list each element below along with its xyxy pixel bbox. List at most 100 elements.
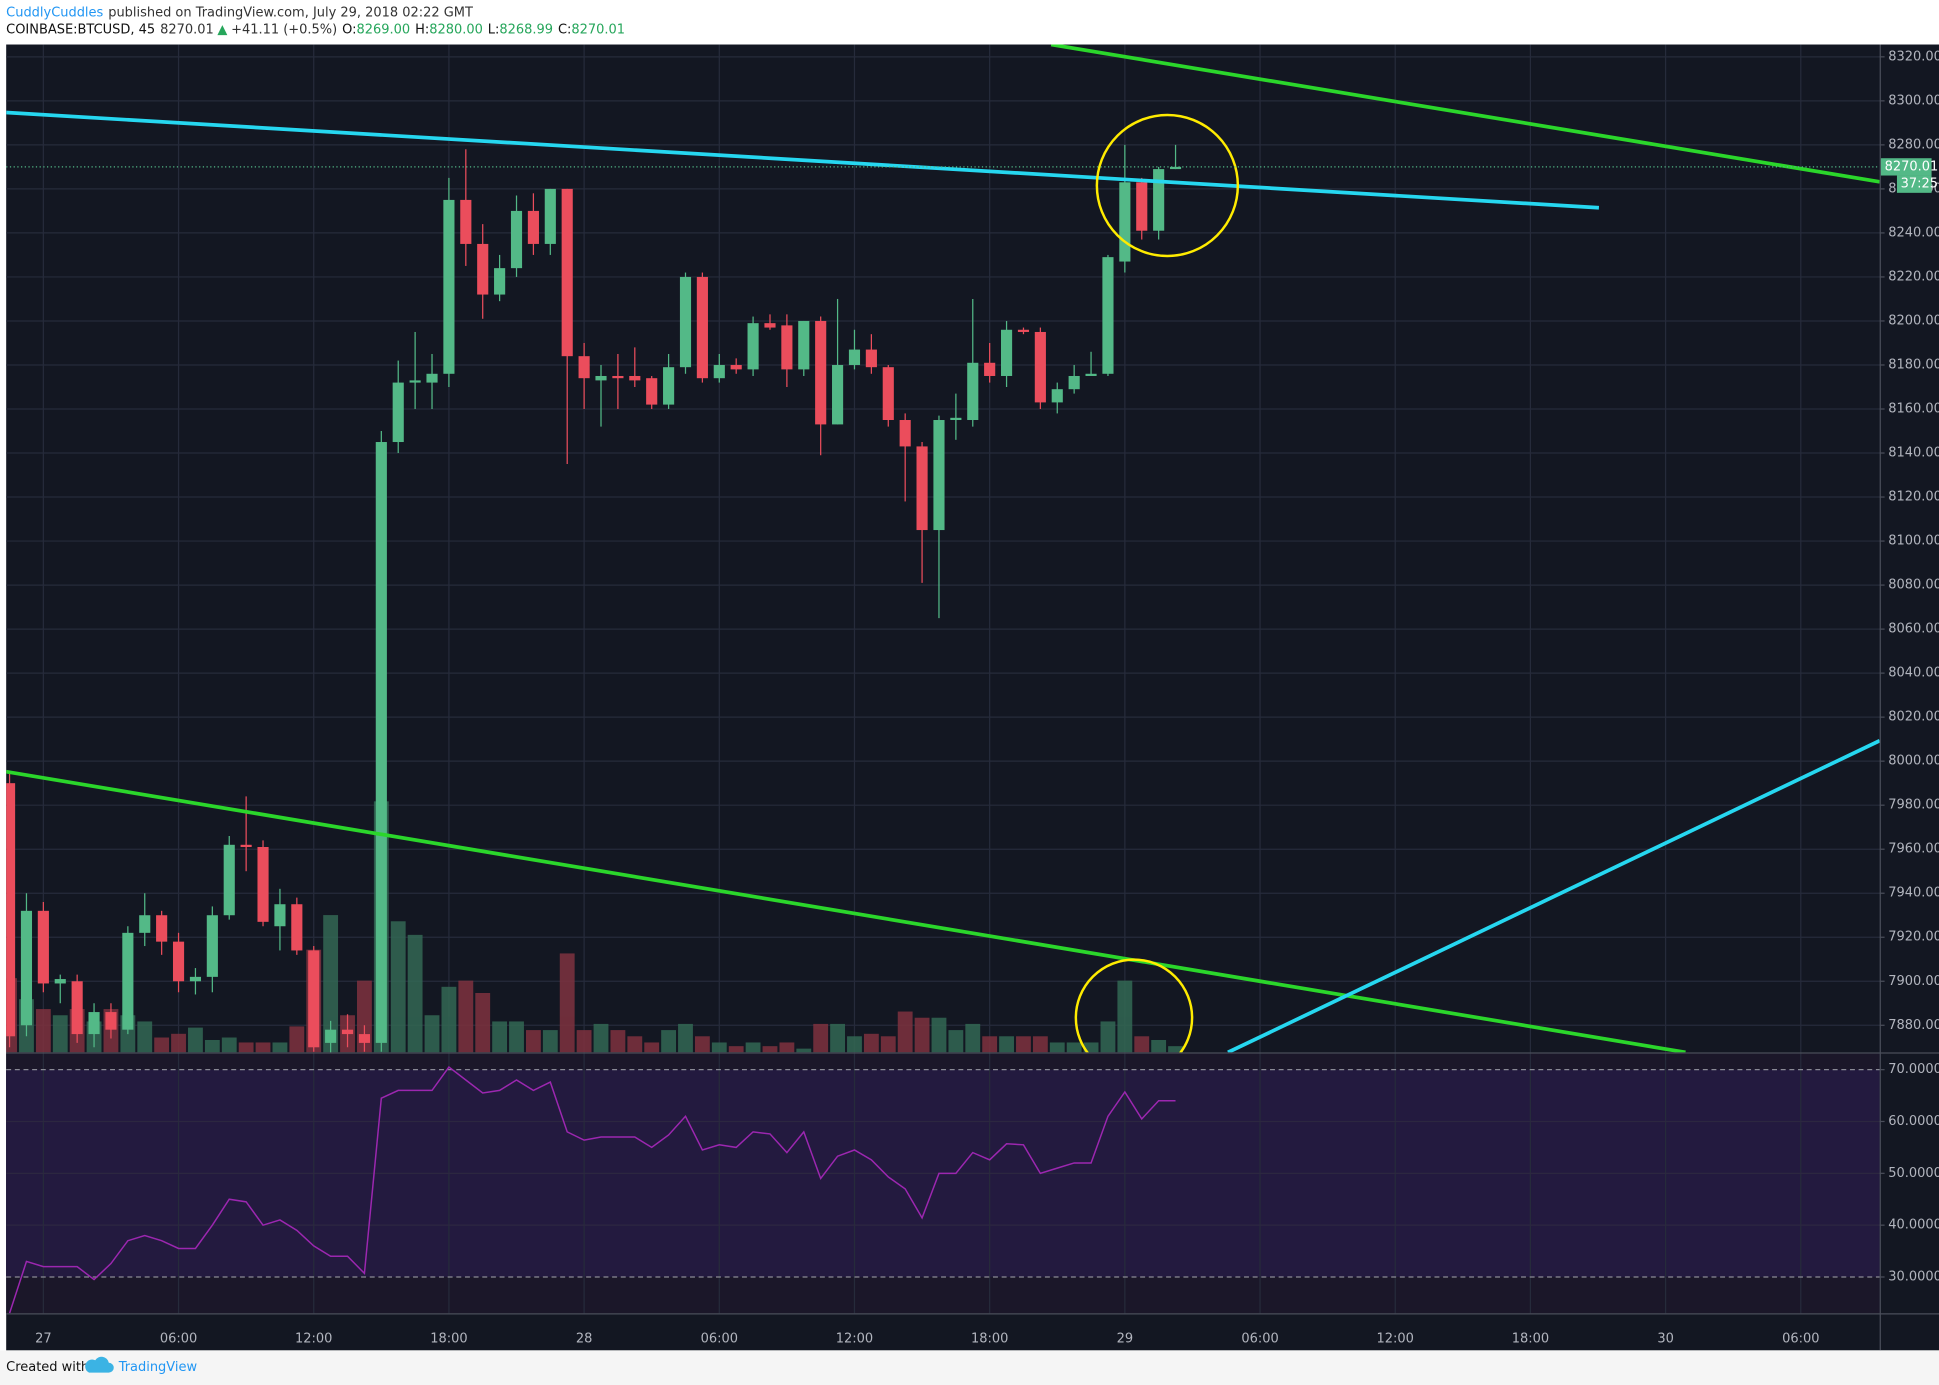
candle-body (510, 210, 523, 269)
volume-bar (880, 1036, 896, 1053)
candle-body (189, 976, 202, 982)
volume-bar (610, 1030, 626, 1053)
candle-body (950, 417, 962, 421)
ohlc-label: L: (488, 22, 500, 37)
y-tick-label: 8140.00 (1888, 446, 1939, 461)
change-arrow: ▲ (217, 22, 227, 37)
countdown-tag (1896, 175, 1932, 193)
trend-line (1050, 44, 1880, 184)
y-tick-label: 40.0000 (1888, 1218, 1939, 1233)
candle-body (477, 243, 489, 295)
candle-body (595, 375, 607, 381)
candle-body (1000, 329, 1013, 376)
y-tick-label: 8160.00 (1888, 402, 1939, 417)
candle-body (899, 420, 911, 447)
volume-bar (441, 986, 457, 1053)
volume-bar (678, 1023, 693, 1053)
candle-body (629, 375, 641, 381)
volume-bar (931, 1017, 947, 1053)
candle-body (1169, 166, 1182, 170)
y-tick-label: 8100.00 (1888, 534, 1939, 549)
volume-bar (593, 1023, 609, 1053)
candle-body (1034, 331, 1046, 403)
volume-bar (999, 1036, 1014, 1053)
volume-bar (948, 1030, 964, 1053)
candle-body (443, 199, 455, 374)
ohlc-label: C: (558, 22, 571, 37)
candle-body (494, 268, 506, 295)
trend-line (6, 110, 1600, 210)
ohlc-label: H: (415, 22, 429, 37)
candle-body (426, 373, 438, 383)
candle-body (54, 979, 66, 984)
volume-bar (830, 1023, 845, 1053)
tradingview-logo[interactable] (85, 1356, 114, 1373)
candle-body (172, 941, 185, 982)
volume-bar (475, 992, 491, 1053)
candle-body (663, 367, 675, 405)
candle-body (1153, 169, 1165, 231)
volume-bar (137, 1021, 153, 1053)
ohlc-value: 8270.01 (571, 22, 625, 37)
candle-body (1085, 373, 1097, 376)
volume-bar (492, 1021, 508, 1053)
volume-bar (390, 921, 406, 1053)
candle-body (1119, 182, 1131, 262)
candle-body (291, 904, 303, 951)
volume-bar (711, 1042, 727, 1053)
candle-body (865, 349, 877, 368)
volume-bar (813, 1023, 829, 1053)
candle-body (257, 847, 269, 922)
y-tick-label: 8000.00 (1888, 754, 1939, 769)
candle-body (967, 362, 979, 421)
author[interactable]: CuddlyCuddles (6, 5, 103, 20)
volume-bar (1117, 980, 1133, 1053)
volume-bar (424, 1015, 440, 1053)
volume-bar (188, 1027, 203, 1053)
x-tick-label: 06:00 (160, 1332, 197, 1347)
y-tick-label: 8200.00 (1888, 313, 1939, 328)
candle-body (815, 320, 827, 425)
x-tick-label: 06:00 (1782, 1332, 1819, 1347)
trend-line (1227, 739, 1880, 1053)
candle-body (1068, 375, 1080, 390)
price-tag (1880, 158, 1932, 176)
volume-bar (627, 1036, 643, 1053)
y-tick-label: 7920.00 (1888, 930, 1939, 945)
volume-bar (1168, 1046, 1183, 1053)
published: published on TradingView.com, July 29, 2… (108, 5, 473, 20)
volume-bar (728, 1046, 744, 1053)
candle-body (798, 320, 810, 370)
header-line-1: CuddlyCuddles published on TradingView.co… (6, 5, 473, 20)
rsi-line (8, 1066, 1176, 1314)
footer-brand[interactable]: TradingView (118, 1360, 198, 1375)
y-tick-label: 8220.00 (1888, 269, 1939, 284)
highlight-circle (1074, 958, 1194, 1053)
candle-body (105, 1012, 117, 1030)
candle-body (122, 932, 134, 1030)
volume-bar (965, 1023, 981, 1053)
highlight-circle (1095, 113, 1240, 258)
y-tick-label: 8120.00 (1888, 490, 1939, 505)
candle-body (984, 362, 996, 376)
volume-bar (745, 1042, 761, 1053)
volume-bar (644, 1042, 660, 1053)
x-tick-label: 29 (1117, 1332, 1134, 1347)
candle-body (71, 981, 83, 1035)
volume-bar (154, 1037, 170, 1053)
volume-bar (576, 1030, 592, 1053)
candle-body (764, 323, 776, 328)
candle-body (527, 210, 539, 244)
candle-body (20, 910, 33, 1026)
volume-bar (779, 1042, 795, 1053)
y-tick-label: 7900.00 (1888, 974, 1939, 989)
y-tick-label: 8180.00 (1888, 357, 1939, 372)
volume-bar (1083, 1042, 1099, 1053)
volume-bar (847, 1036, 862, 1053)
candle-body (1017, 329, 1030, 332)
candle-body (409, 380, 421, 383)
x-tick-label: 12:00 (836, 1332, 873, 1347)
y-tick-label: 7880.00 (1888, 1018, 1939, 1033)
x-tick-label: 27 (35, 1332, 52, 1347)
